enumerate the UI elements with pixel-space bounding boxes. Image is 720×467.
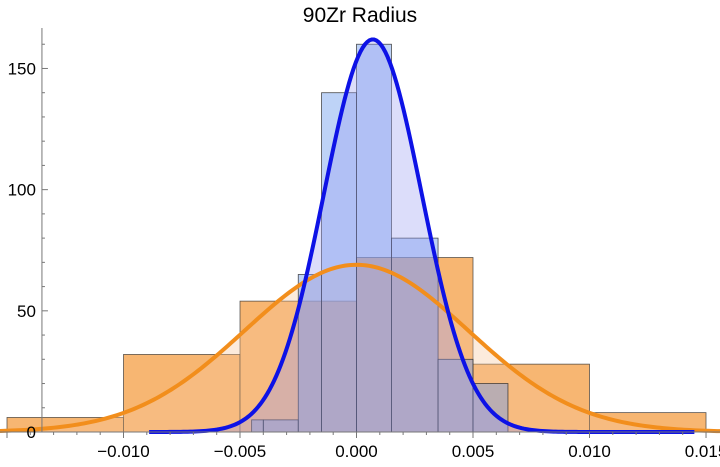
blue-fit-fill: [149, 39, 695, 432]
y-tick-label: 0: [26, 423, 35, 442]
x-tick-label: 0.015: [685, 442, 720, 461]
x-tick-label: 0.005: [452, 442, 495, 461]
orange-bar: [123, 354, 241, 433]
orange-bar: [472, 363, 590, 433]
blue-bar: [356, 43, 392, 433]
y-tick-label: 50: [17, 302, 36, 321]
blue-bar: [321, 92, 357, 433]
axes: [0, 28, 720, 433]
orange-fit-curve: [0, 262, 720, 434]
y-tick-label: 150: [8, 59, 36, 78]
x-tick-label: 0.010: [568, 442, 611, 461]
blue-histogram: [149, 39, 695, 433]
y-tick-label: 100: [8, 181, 36, 200]
x-tick-label: −0.010: [97, 442, 149, 461]
x-axis-ticks: −0.010 −0.005 0.000 0.005 0.010 0.015: [6, 432, 720, 461]
chart-title: 90Zr Radius: [302, 4, 418, 27]
x-tick-label: −0.005: [214, 442, 266, 461]
y-axis-ticks: 0 50 100 150: [8, 43, 48, 442]
x-tick-label: 0.000: [335, 442, 378, 461]
